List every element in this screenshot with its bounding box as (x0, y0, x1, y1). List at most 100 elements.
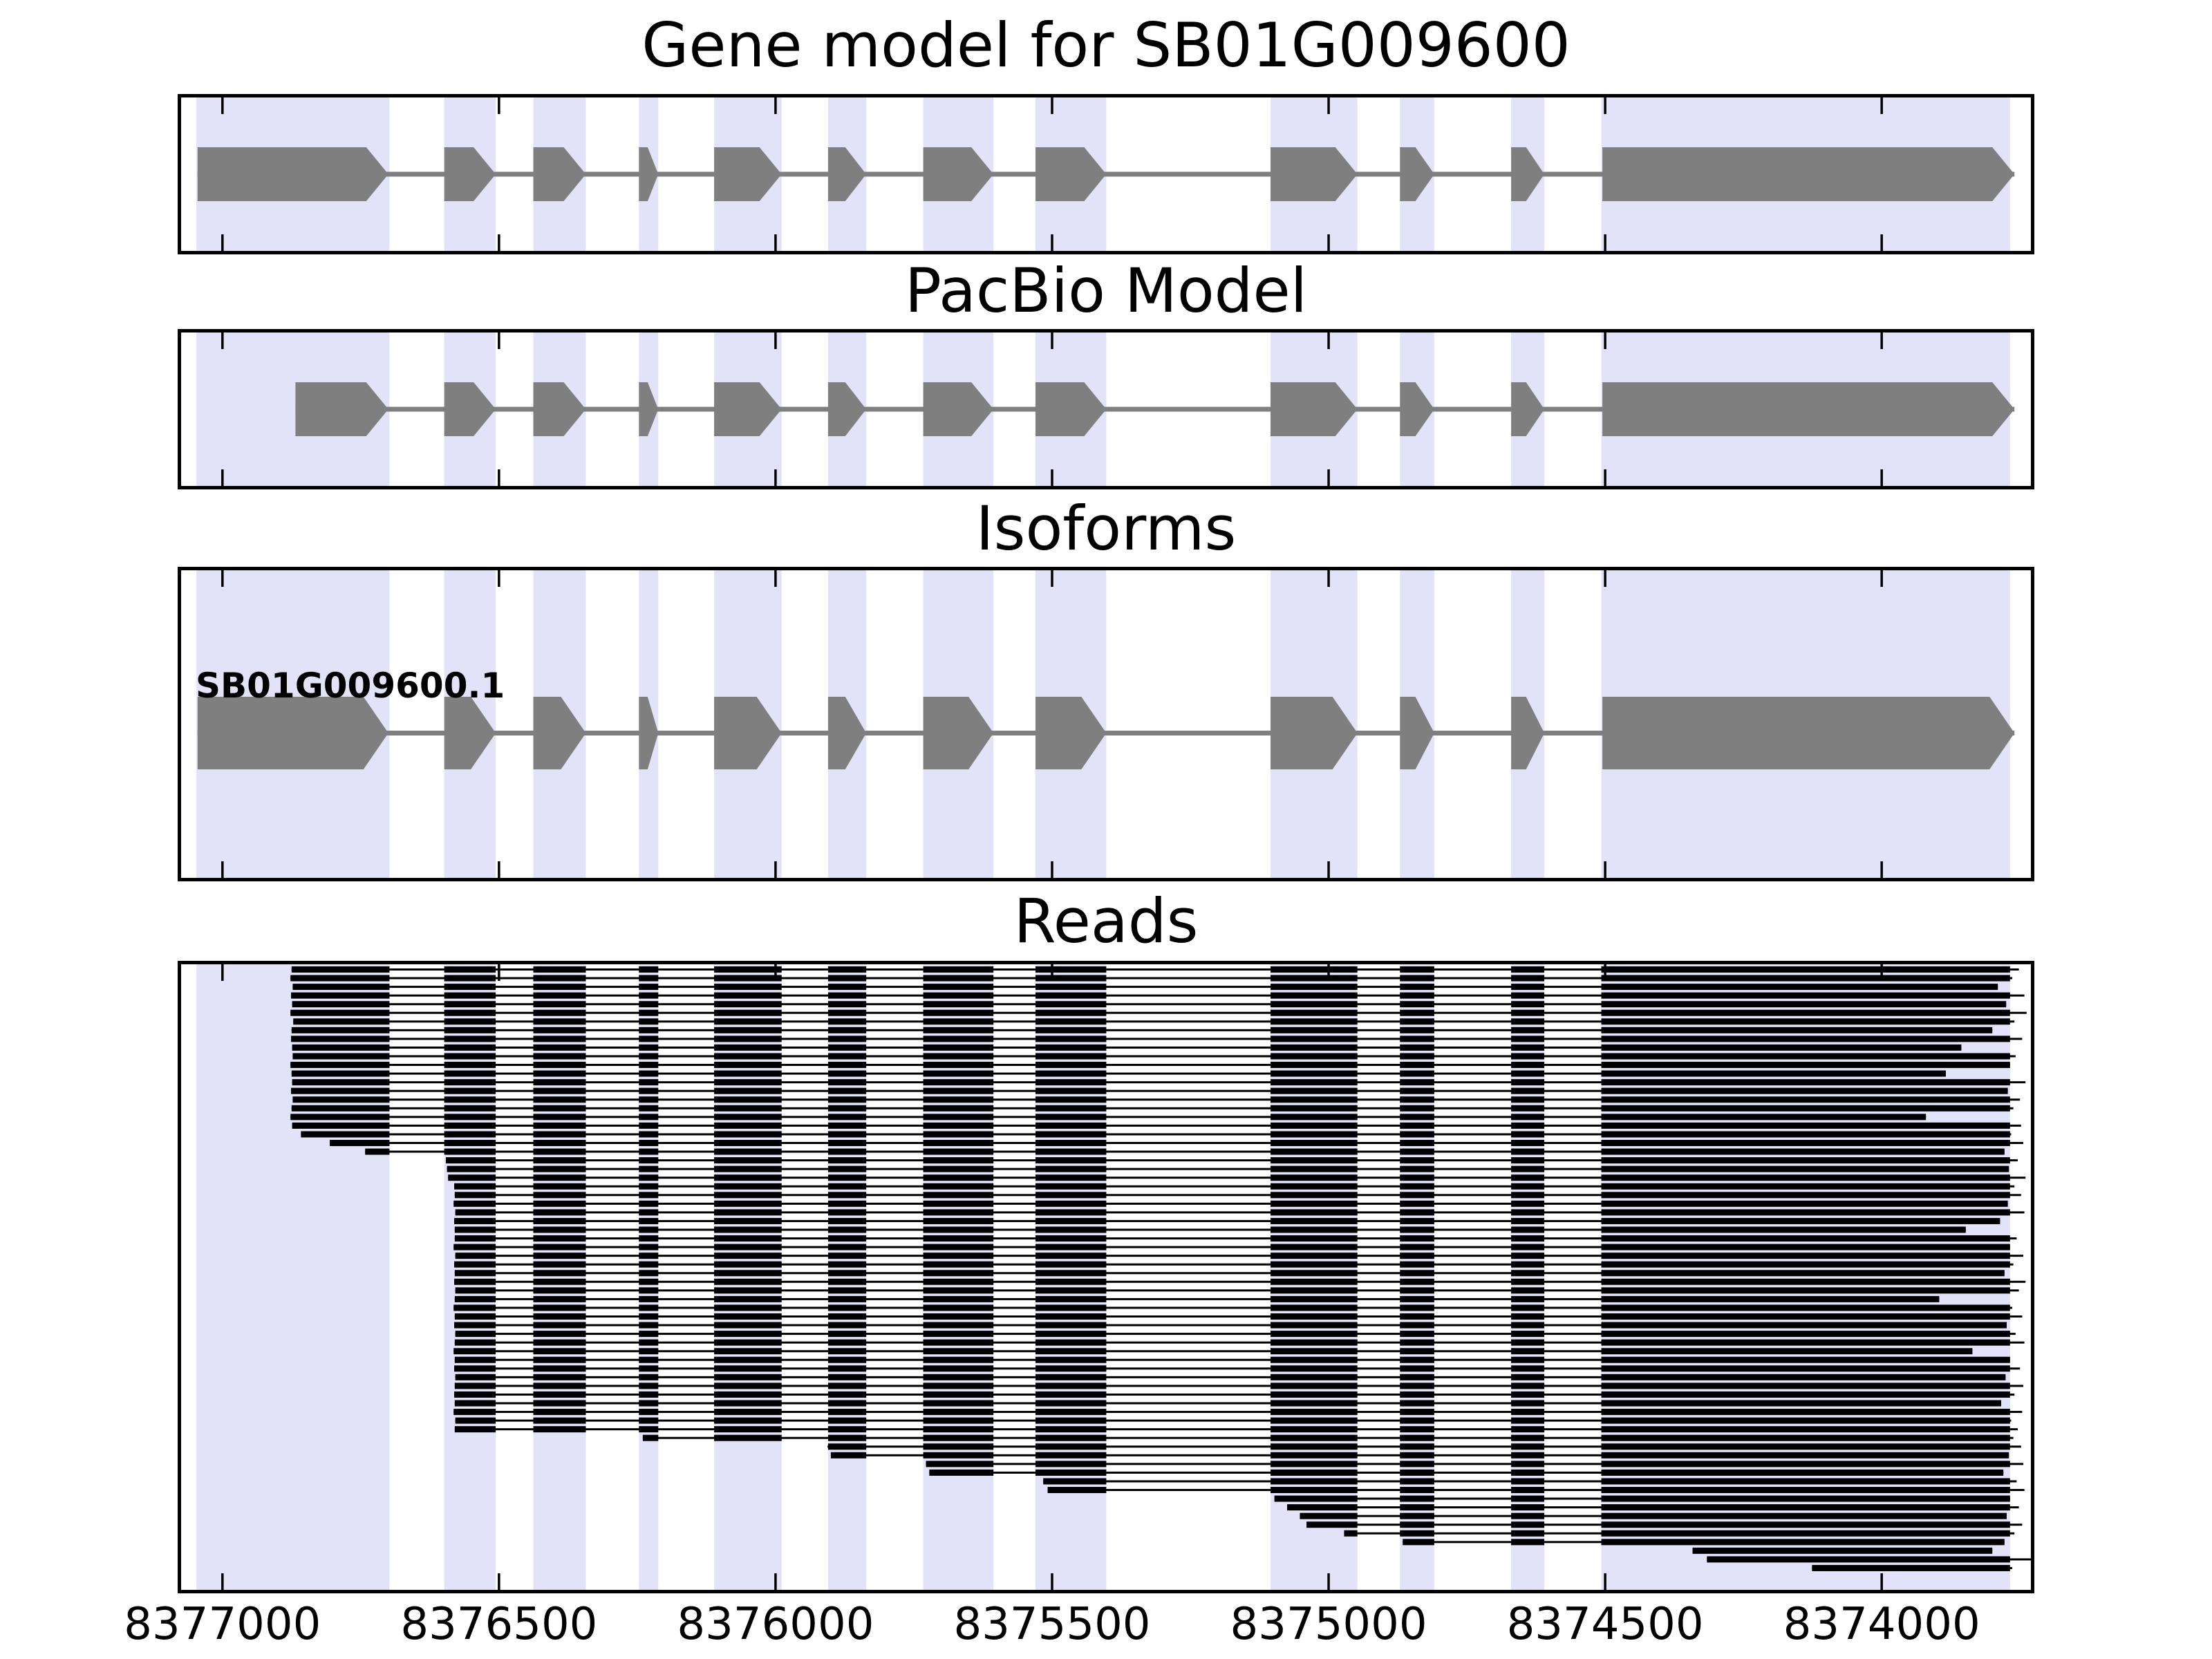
read-intron-line (454, 1219, 2000, 1222)
read-exon-segment (1035, 1001, 1107, 1008)
read-exon-segment (923, 1053, 994, 1060)
read-exon-segment (1271, 1331, 1358, 1338)
read-exon-segment (1271, 992, 1358, 999)
read-intron-line (453, 1246, 2010, 1248)
read-exon-segment (533, 1339, 586, 1346)
read-row (291, 1035, 2023, 1042)
read-exon-segment (1035, 1461, 1107, 1468)
read-exon-segment (1601, 1035, 2010, 1042)
read-exon-segment (454, 1365, 496, 1372)
read-exon-segment (293, 1018, 390, 1025)
read-exon-segment (923, 1287, 994, 1294)
read-exon-segment (1601, 1530, 2010, 1537)
read-exon-segment (1271, 1382, 1358, 1389)
read-exon-segment (454, 1322, 496, 1329)
read-row (454, 1365, 2021, 1372)
read-exon-segment (444, 1079, 496, 1086)
read-row (292, 1053, 2016, 1060)
read-exon-segment (1035, 1105, 1107, 1112)
read-exon-segment (639, 1278, 659, 1285)
read-exon-segment (827, 1322, 867, 1329)
read-row (453, 1304, 2012, 1311)
read-exon-segment (1271, 1226, 1358, 1233)
read-exon-segment (454, 1261, 496, 1268)
read-exon-segment (1035, 1469, 1107, 1476)
read-exon-segment (292, 1096, 390, 1103)
read-exon-segment (444, 1070, 496, 1077)
read-exon-segment (1400, 1027, 1434, 1033)
x-tick-label: 8374500 (1506, 1599, 1704, 1650)
read-exon-segment (1403, 1539, 1434, 1546)
read-row (292, 1001, 2007, 1008)
read-exon-segment (444, 1053, 496, 1060)
read-exon-segment (923, 1001, 994, 1008)
read-exon-segment (290, 1114, 390, 1121)
read-intron-line (454, 1272, 2005, 1275)
read-exon-segment (1400, 1278, 1434, 1285)
read-row (453, 1200, 2008, 1207)
read-exon-segment (714, 1400, 782, 1407)
read-exon-segment (827, 1304, 867, 1311)
exon-arrow (1400, 147, 1434, 201)
read-exon-segment (444, 1035, 496, 1042)
exon-arrow (533, 147, 586, 201)
read-exon-segment (1511, 1521, 1545, 1528)
read-exon-segment (1601, 1278, 2010, 1285)
read-exon-segment (639, 992, 659, 999)
read-exon-segment (533, 1409, 586, 1416)
read-exon-segment (1271, 1426, 1358, 1433)
read-exon-segment (1511, 1539, 1545, 1546)
read-exon-segment (1601, 1374, 2006, 1380)
read-exon-segment (1035, 1079, 1107, 1086)
read-intron-line (292, 986, 1998, 988)
read-intron-line (292, 1081, 2026, 1084)
read-intron-line (446, 1159, 2018, 1162)
read-exon-segment (533, 1270, 586, 1277)
read-intron-line (455, 1211, 2025, 1214)
read-exon-segment (1035, 1339, 1107, 1346)
read-exon-segment (714, 1096, 782, 1103)
reads-title: Reads (1013, 885, 1199, 957)
read-row (291, 966, 2019, 973)
read-exon-segment (923, 1409, 994, 1416)
read-exon-segment (714, 1070, 782, 1077)
read-exon-segment (533, 1001, 586, 1008)
read-exon-segment (1707, 1556, 2010, 1563)
read-exon-segment (1400, 966, 1434, 973)
read-exon-segment (1035, 1452, 1107, 1459)
read-exon-segment (1601, 1253, 2010, 1259)
read-exon-segment (1400, 1226, 1434, 1233)
isoforms-panel (178, 567, 2034, 881)
read-intron-line (454, 1385, 2023, 1387)
read-exon-segment (1271, 1487, 1358, 1493)
read-exon-segment (1271, 1087, 1358, 1094)
read-exon-segment (1035, 1253, 1107, 1259)
read-exon-segment (1511, 1365, 1545, 1372)
read-exon-segment (1511, 1374, 1545, 1380)
read-row (291, 1105, 2014, 1112)
read-exon-segment (1511, 1062, 1545, 1069)
read-exon-segment (1035, 1322, 1107, 1329)
read-exon-segment (639, 1165, 659, 1172)
read-exon-segment (639, 1122, 659, 1129)
read-exon-segment (714, 992, 782, 999)
read-exon-segment (444, 1140, 496, 1146)
read-exon-segment (639, 1426, 659, 1433)
read-exon-segment (827, 1278, 867, 1285)
read-intron-line (291, 968, 2019, 971)
read-exon-segment (1511, 1131, 1545, 1138)
read-exon-segment (923, 1131, 994, 1138)
read-exon-segment (1035, 1217, 1107, 1224)
read-row (454, 1426, 2018, 1433)
read-exon-segment (827, 1409, 867, 1416)
read-row (292, 1044, 1962, 1051)
read-exon-segment (923, 1278, 994, 1285)
read-exon-segment (292, 1001, 390, 1008)
read-exon-segment (1271, 1400, 1358, 1407)
read-intron-line (454, 1367, 2021, 1370)
read-row (291, 1070, 1946, 1077)
read-exon-segment (639, 1313, 659, 1320)
read-exon-segment (714, 1053, 782, 1060)
read-exon-segment (639, 1183, 659, 1190)
read-exon-segment (1511, 1053, 1545, 1060)
